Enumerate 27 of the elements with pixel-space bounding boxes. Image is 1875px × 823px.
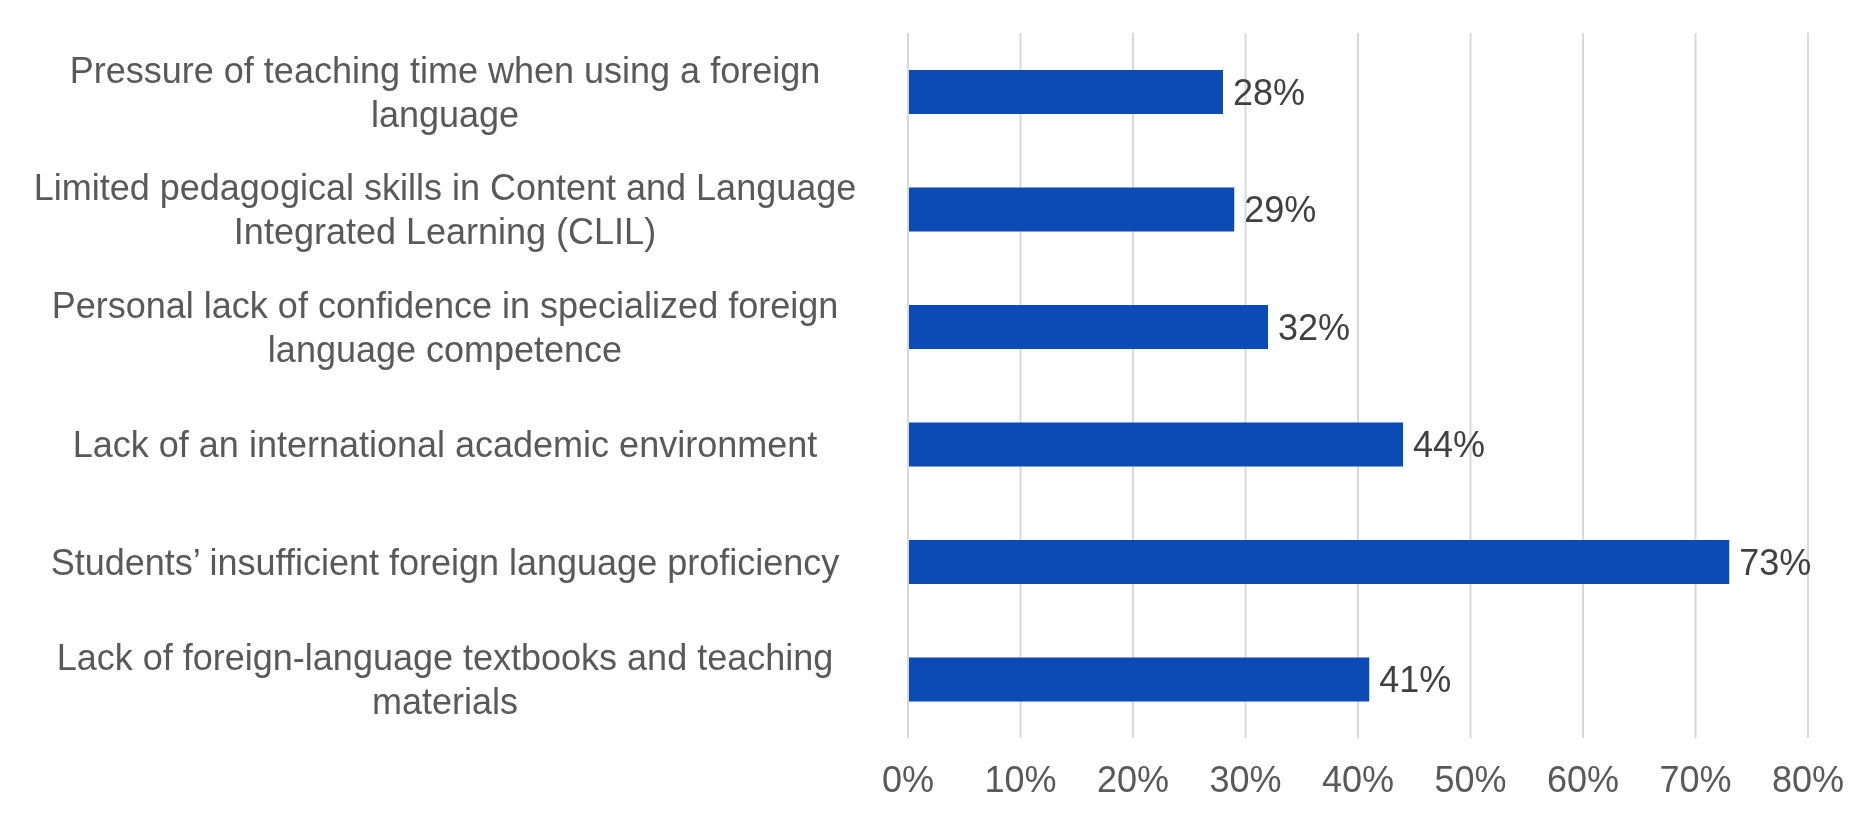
bar [908, 187, 1235, 232]
data-label: 29% [1244, 189, 1317, 231]
x-tick-label: 30% [1209, 758, 1282, 800]
x-tick-label: 70% [1659, 758, 1732, 800]
bar [908, 540, 1730, 584]
y-tick-label: Lack of foreign-language textbooks and teaching materials [56, 636, 834, 722]
data-label: 41% [1379, 659, 1452, 701]
x-tick-label: 40% [1321, 758, 1395, 800]
y-tick-label: Pressure of teaching time when using a foreign language [69, 49, 821, 135]
x-tick-label: 10% [984, 758, 1057, 800]
bar [908, 422, 1403, 467]
x-tick-label: 80% [1771, 758, 1845, 800]
y-tick-label: Personal lack of confidence in specialized foreign language competence [51, 284, 839, 370]
x-tick-label: 60% [1546, 758, 1620, 800]
y-tick-label: Students’ insufficient foreign language proficiency [50, 541, 840, 583]
y-tick-label: Limited pedagogical skills in Content and Language Integrated Learning (CLIL) [33, 166, 857, 252]
bar [908, 305, 1268, 349]
x-tick-label: 20% [1096, 758, 1170, 800]
x-tick-label: 0% [881, 758, 935, 800]
data-label: 73% [1739, 541, 1812, 583]
data-label: 44% [1413, 424, 1486, 466]
y-tick-label: Lack of an international academic environment [72, 423, 818, 465]
bar [908, 657, 1370, 702]
bar [908, 70, 1223, 114]
data-label: 32% [1278, 306, 1351, 348]
x-tick-label: 50% [1434, 758, 1507, 800]
data-label: 28% [1233, 71, 1306, 113]
